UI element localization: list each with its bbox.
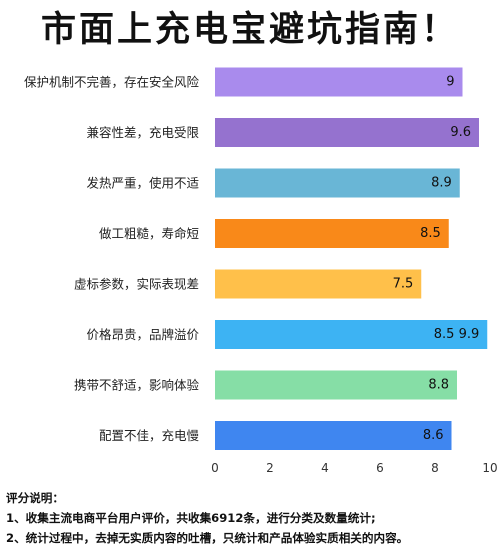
x-tick-label-3: 4 xyxy=(321,461,329,475)
notes-item-2: 2、统计过程中，去掉无实质内容的吐槽，只统计和产品体验实质相关的内容。 xyxy=(6,531,409,545)
bar-chart: 保护机制不完善，存在安全风险 9 兼容性差，充电受限 9.6 发热严重，使用不适 8.9 做… xyxy=(0,60,500,490)
x-tick-label-1: 0 xyxy=(211,461,219,475)
category-label-8: 配置不佳，充电慢 xyxy=(99,428,200,443)
x-tick-label-6: 10 xyxy=(482,461,497,475)
value-label-1: 9 xyxy=(446,75,454,90)
value-label-4: 8.5 xyxy=(420,226,441,241)
bar-3 xyxy=(215,168,460,198)
x-tick-label-5: 8 xyxy=(431,461,439,475)
bar-2 xyxy=(215,118,479,147)
value-label-6: 8.5 9.9 xyxy=(434,327,479,342)
bar-6 xyxy=(215,320,488,349)
category-label-4: 做工粗糙，寿命短 xyxy=(99,226,199,241)
value-label-3: 8.9 xyxy=(431,176,452,191)
x-tick-label-2: 2 xyxy=(266,461,274,475)
category-label-1: 保护机制不完善，存在安全风险 xyxy=(24,75,200,90)
rating-notes: 评分说明： 1、收集主流电商平台用户评价，共收集6912条，进行分类及数量统计;… xyxy=(6,488,498,548)
bar-chart-svg: 保护机制不完善，存在安全风险 9 兼容性差，充电受限 9.6 发热严重，使用不适 8.9 做… xyxy=(24,67,498,475)
notes-item-1: 1、收集主流电商平台用户评价，共收集6912条，进行分类及数量统计; xyxy=(6,511,376,525)
value-label-8: 8.6 xyxy=(423,428,444,443)
bar-7 xyxy=(215,370,457,400)
category-label-3: 发热严重，使用不适 xyxy=(86,176,199,191)
page-title: 市面上充电宝避坑指南！ xyxy=(40,10,459,50)
value-label-7: 8.8 xyxy=(428,378,449,393)
bar-1 xyxy=(215,67,463,97)
bar-4 xyxy=(215,219,449,248)
bar-5 xyxy=(215,269,422,299)
bar-8 xyxy=(215,421,452,450)
value-label-2: 9.6 xyxy=(450,125,471,140)
category-label-5: 虚标参数，实际表现差 xyxy=(74,277,199,292)
notes-heading: 评分说明： xyxy=(6,491,64,505)
category-label-6: 价格昂贵，品牌溢价 xyxy=(86,327,199,342)
category-label-7: 携带不舒适，影响体验 xyxy=(74,378,200,393)
category-label-2: 兼容性差，充电受限 xyxy=(86,125,199,140)
x-tick-label-4: 6 xyxy=(376,461,384,475)
value-label-5: 7.5 xyxy=(393,277,414,292)
